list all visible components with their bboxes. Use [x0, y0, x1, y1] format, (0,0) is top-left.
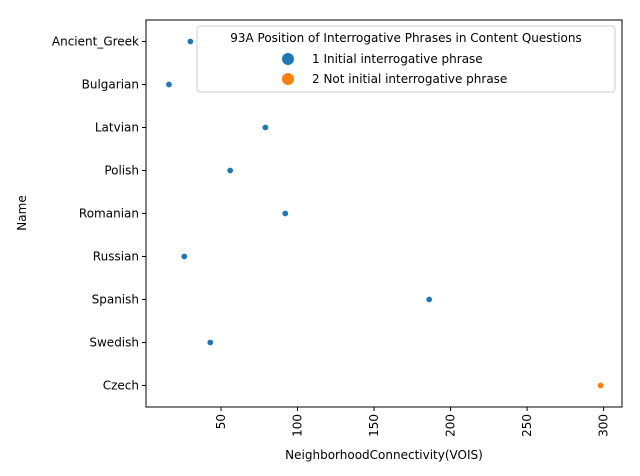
x-tick-label: 50 [214, 414, 228, 429]
y-tick-label: Czech [103, 379, 139, 393]
x-tick-label: 100 [291, 414, 305, 437]
y-tick-label: Bulgarian [82, 78, 139, 92]
data-point [425, 295, 433, 303]
legend-marker [282, 53, 294, 65]
x-axis-label: NeighborhoodConnectivity(VOIS) [285, 448, 483, 462]
data-point [597, 381, 605, 389]
y-tick-label: Ancient_Greek [52, 35, 139, 49]
data-point [206, 338, 214, 346]
y-tick-label: Romanian [79, 207, 139, 221]
legend-marker [282, 73, 294, 85]
x-axis-ticks: 50 100 150 200 250 300 [214, 407, 611, 437]
data-point [226, 167, 234, 175]
x-tick-label: 300 [597, 414, 611, 437]
data-point [281, 210, 289, 218]
x-tick-label: 200 [444, 414, 458, 437]
data-point [180, 253, 188, 261]
legend-label: 2 Not initial interrogative phrase [312, 72, 507, 86]
y-axis-label: Name [15, 195, 29, 230]
data-point [261, 124, 269, 132]
y-tick-label: Russian [93, 250, 139, 264]
y-axis-ticks: Ancient_Greek Bulgarian Latvian Polish Roman… [52, 35, 146, 393]
x-tick-label: 150 [367, 414, 381, 437]
legend-entries: 1 Initial interrogative phrase 2 Not init… [282, 52, 507, 86]
legend-label: 1 Initial interrogative phrase [312, 52, 483, 66]
plot-frame [145, 19, 623, 408]
legend-title: 93A Position of Interrogative Phrases in… [230, 31, 582, 45]
y-tick-label: Swedish [89, 336, 139, 350]
data-points [165, 37, 605, 389]
data-point [165, 81, 173, 89]
legend: 93A Position of Interrogative Phrases in… [196, 25, 616, 93]
y-tick-label: Polish [104, 164, 139, 178]
y-tick-label: Latvian [95, 121, 139, 135]
x-tick-label: 250 [520, 414, 534, 437]
legend-box [196, 25, 616, 93]
data-point [186, 37, 194, 45]
y-tick-label: Spanish [92, 293, 139, 307]
